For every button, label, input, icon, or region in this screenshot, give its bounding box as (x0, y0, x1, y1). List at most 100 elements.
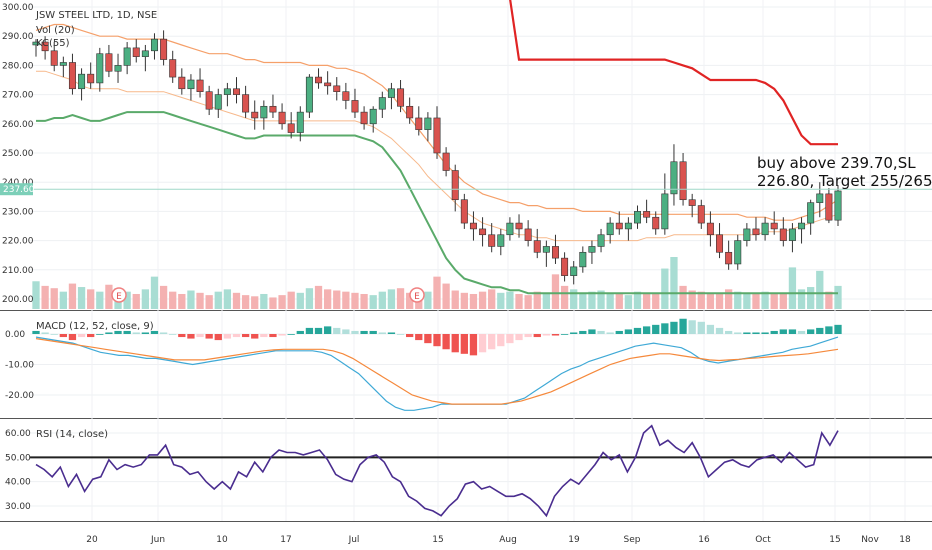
candle-body (761, 222, 769, 236)
volume-bar (688, 290, 696, 309)
macd-histogram-bar (652, 324, 660, 334)
candle-body (305, 76, 313, 113)
volume-bar (506, 291, 514, 309)
candle-body (670, 161, 678, 195)
macd-histogram-bar (105, 332, 113, 334)
rsi-line (35, 424, 839, 518)
macd-histogram-bar (260, 334, 268, 338)
price-tick-label: 270.00 (2, 91, 34, 101)
candle-body (415, 117, 423, 130)
volume-bar (369, 295, 377, 309)
volume-bar (287, 291, 295, 309)
volume-bar (178, 293, 186, 309)
volume-bar (624, 295, 633, 309)
macd-histogram-bar (333, 327, 341, 334)
price-tick-label: 230.00 (2, 207, 34, 217)
macd-histogram-bar (77, 334, 86, 338)
candle-body (296, 111, 304, 133)
candle-body (816, 193, 824, 203)
time-tick-label: 16 (698, 535, 710, 545)
grid (30, 0, 932, 521)
candle-body (561, 257, 569, 276)
macd-histogram-bar (32, 330, 40, 334)
macd-histogram-bar (360, 330, 368, 334)
volume-bar (807, 287, 815, 309)
macd-histogram-bar (68, 334, 77, 341)
macd-label: MACD (12, 52, close, 9) (36, 321, 154, 332)
macd-line (35, 336, 839, 411)
macd-histogram-bar (50, 334, 58, 335)
candle-body (41, 41, 49, 52)
macd-histogram-bar (661, 323, 669, 334)
volume-bar (50, 288, 58, 309)
candle-body (542, 246, 550, 253)
candle-body (442, 152, 450, 171)
candle-body (597, 234, 605, 247)
macd-histogram-bar (342, 329, 350, 334)
volume-bar (96, 291, 104, 309)
macd-histogram-bar (615, 330, 623, 334)
volume-bar (834, 285, 842, 309)
volume-bar (351, 292, 359, 309)
macd-histogram-bar (351, 330, 359, 334)
macd-histogram-bar (825, 326, 833, 334)
rsi-pane (30, 424, 932, 518)
rsi-tick-label: 50.00 (5, 453, 31, 463)
volume-bar (533, 291, 541, 309)
candle-body (579, 251, 587, 268)
earnings-marker-1[interactable]: E (111, 287, 127, 303)
volume-bar (205, 295, 213, 309)
rsi-tick-label: 30.00 (5, 502, 31, 512)
candle-body (351, 100, 359, 113)
macd-histogram-bar (579, 330, 587, 334)
volume-bar (360, 293, 368, 309)
earnings-marker-2[interactable]: E (409, 287, 425, 303)
volume-bar (706, 292, 715, 309)
macd-histogram-bar (779, 329, 787, 334)
volume-bar (588, 291, 596, 309)
candle-body (743, 228, 751, 241)
macd-signal-line (35, 338, 839, 405)
candle-body (506, 222, 514, 236)
volume-bar (378, 291, 386, 309)
candle-body (324, 82, 332, 87)
macd-tick-label: -20.00 (5, 391, 34, 401)
overlay-label-vol: Vol (20) (36, 25, 75, 36)
macd-histogram-bar (633, 327, 642, 334)
candle-body (770, 222, 778, 230)
volume-bar (788, 267, 797, 309)
macd-histogram-bar (606, 332, 614, 334)
macd-histogram-bar (524, 334, 532, 338)
time-tick-label: Jul (348, 535, 360, 545)
price-tick-label: 280.00 (2, 61, 34, 71)
candle-body (588, 246, 596, 253)
volume-bar (797, 289, 806, 309)
volume-bar (515, 293, 523, 309)
candle-body (333, 85, 341, 92)
candle-body (451, 170, 459, 201)
volume-bar (169, 291, 177, 309)
trade-annotation-line2: 226.80, Target 255/265 (757, 172, 932, 190)
candle-body (214, 94, 222, 110)
macd-histogram-bar (141, 332, 150, 334)
candle-body (233, 88, 240, 95)
volume-bar (260, 293, 268, 309)
macd-histogram-bar (433, 334, 441, 347)
candle-body (287, 123, 295, 133)
candle-body (87, 73, 95, 84)
time-tick-label: Jun (150, 535, 165, 545)
svg-text:E: E (116, 292, 122, 302)
volume-bar (606, 293, 614, 309)
volume-bar (77, 287, 86, 309)
candle-body (734, 240, 742, 265)
volume-bar (560, 285, 569, 309)
candle-body (378, 97, 386, 110)
volume-bar (278, 295, 286, 309)
volume-bar (724, 289, 733, 309)
candle-body (460, 199, 468, 224)
candle-body (515, 222, 523, 230)
candle-body (488, 234, 496, 247)
macd-histogram-bar (497, 334, 505, 347)
candle-body (834, 190, 842, 221)
